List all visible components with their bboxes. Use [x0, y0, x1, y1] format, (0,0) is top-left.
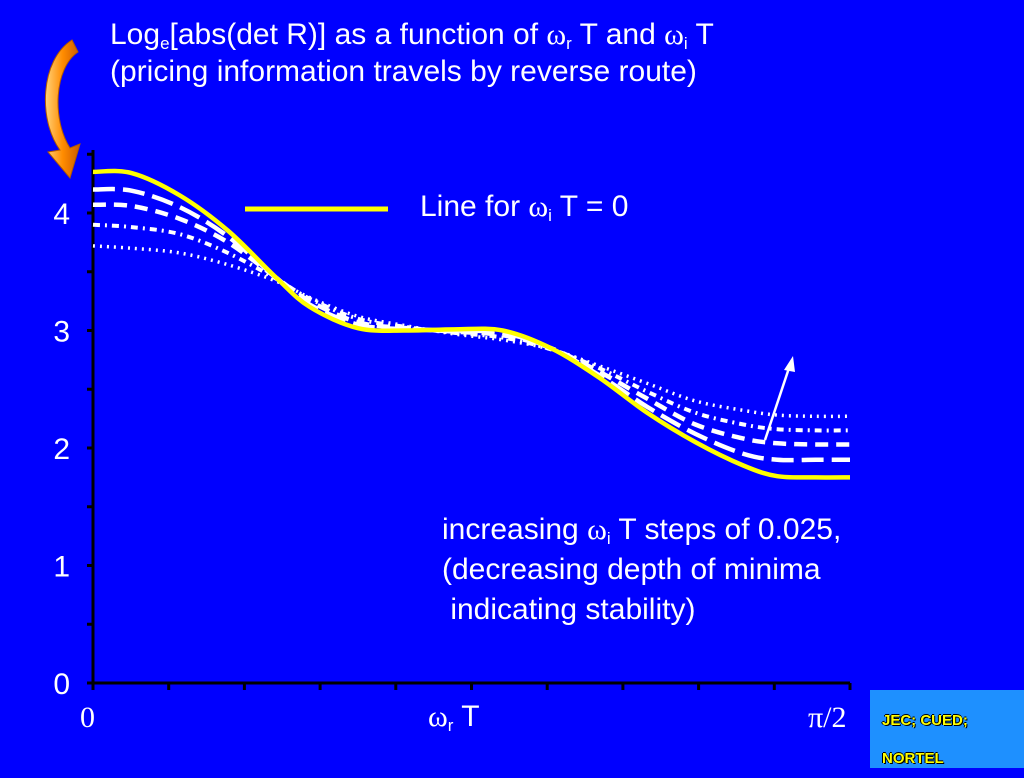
title-line-1: Loge[abs(det R)] as a function of ωr T a… [110, 18, 714, 53]
series-line-white-dash-dot [92, 222, 851, 433]
y-tick-label: 1 [53, 551, 70, 584]
curved-arrow-icon [44, 39, 81, 180]
y-tick-label: 2 [53, 433, 70, 466]
y-tick-label: 0 [53, 668, 70, 701]
series-line-yellow-solid [92, 168, 851, 480]
title-line-2: (pricing information travels by reverse … [110, 55, 697, 88]
annotation-line-1: increasing ωi T steps of 0.025, [442, 513, 842, 548]
series-line-white-dotted [92, 244, 851, 419]
x-axis-max-label: π/2 [808, 701, 847, 734]
footer-box: JEC; CUED; NORTEL [870, 690, 1024, 768]
series-line-white-short-dash [92, 202, 851, 447]
y-tick-label: 3 [53, 316, 70, 349]
annotation-text: increasing ωi T steps of 0.025, (decreasi… [442, 510, 841, 630]
annotation-line-2: (decreasing depth of minima [442, 553, 821, 586]
footer-line-2: NORTEL [882, 750, 944, 767]
footer-line-1: JEC; CUED; [882, 712, 968, 729]
annotation-line-3: indicating stability) [442, 593, 696, 626]
x-axis-label: ωr T [428, 700, 480, 735]
footer-text: JEC; CUED; NORTEL [882, 702, 968, 778]
y-tick-label: 4 [53, 198, 70, 231]
legend-label: Line for ωi T = 0 [420, 190, 629, 225]
increase-arrow [763, 356, 795, 441]
x-axis-min-label: 0 [80, 701, 95, 734]
chart-title: Loge[abs(det R)] as a function of ωr T a… [110, 16, 714, 90]
